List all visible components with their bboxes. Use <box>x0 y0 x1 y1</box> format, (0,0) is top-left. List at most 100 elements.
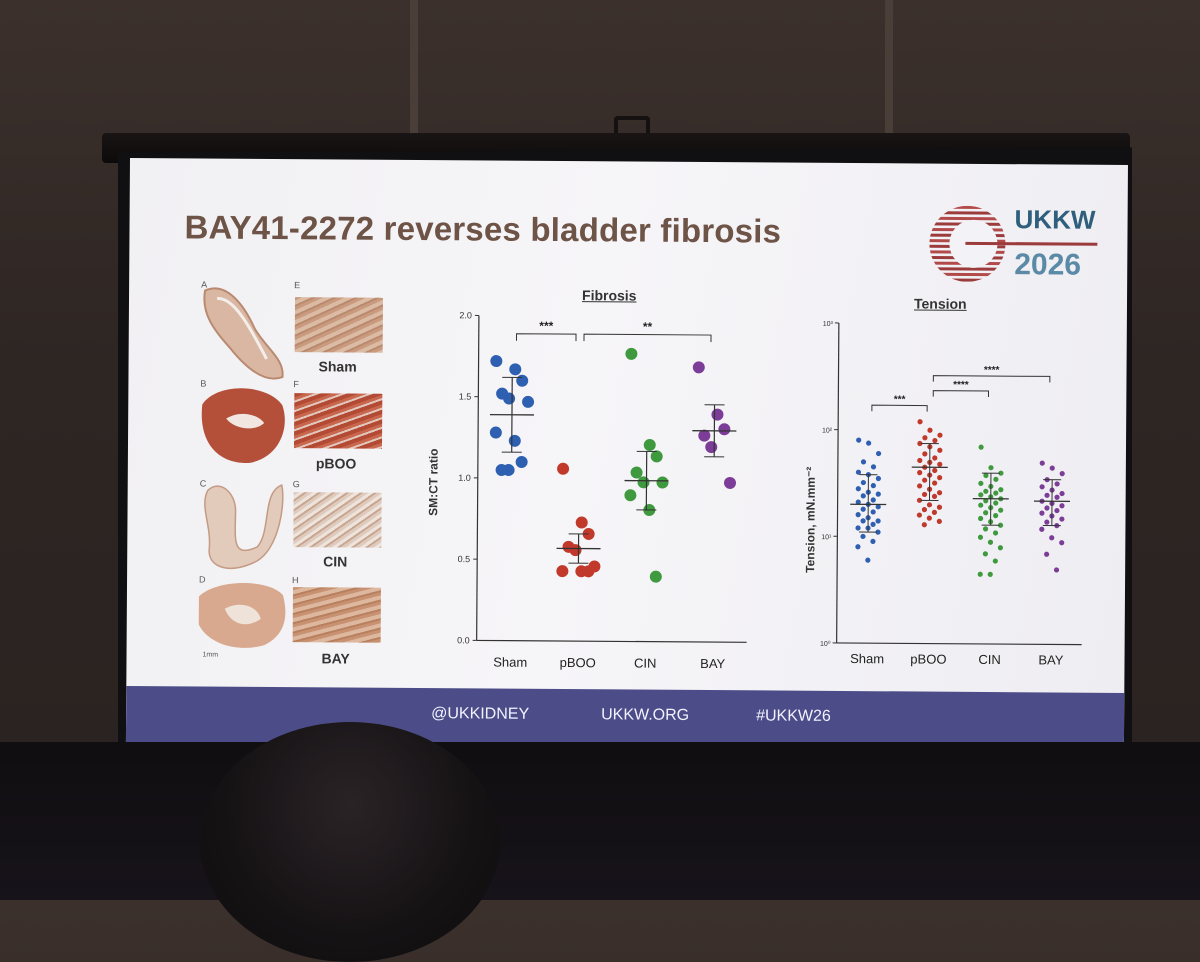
tension-data-point <box>856 512 861 517</box>
tension-data-point <box>1054 508 1059 513</box>
fibrosis-data-point <box>651 450 663 462</box>
tension-data-point <box>1055 481 1060 486</box>
tension-data-point <box>978 516 983 521</box>
tension-data-point <box>927 428 932 433</box>
histology-cross-sections: 1mm <box>195 278 298 659</box>
tension-data-point <box>871 464 876 469</box>
tension-data-point <box>1039 484 1044 489</box>
tension-y-tick-label: 10³ <box>823 321 834 328</box>
footer-handle: @UKKIDNEY <box>431 705 529 724</box>
logo-text-ukkw: UKKW <box>1014 204 1095 236</box>
tension-data-point <box>922 522 927 527</box>
fibrosis-data-point <box>624 489 636 501</box>
histology-zoom-cin <box>293 492 381 548</box>
logo-stripe <box>928 217 1018 221</box>
audience-head-silhouette <box>200 722 500 962</box>
tension-data-point <box>871 483 876 488</box>
tension-data-point <box>856 470 861 475</box>
tension-data-point <box>1060 471 1065 476</box>
tension-significance-label: *** <box>894 394 906 405</box>
tension-data-point <box>1039 511 1044 516</box>
fibrosis-data-point <box>705 441 717 453</box>
tension-data-point <box>978 535 983 540</box>
tension-data-point <box>927 502 932 507</box>
tension-data-point <box>861 480 866 485</box>
fibrosis-data-point <box>556 565 568 577</box>
fibrosis-y-tick-label: 0.5 <box>458 554 471 564</box>
tension-data-point <box>917 419 922 424</box>
fibrosis-significance-label: ** <box>643 320 653 334</box>
fibrosis-data-point <box>490 355 502 367</box>
tension-data-point <box>993 558 998 563</box>
tension-data-point <box>865 558 870 563</box>
fibrosis-data-point <box>569 544 581 556</box>
tension-data-point <box>1050 465 1055 470</box>
histology-sham-section <box>204 288 283 378</box>
fibrosis-data-point <box>724 477 736 489</box>
fibrosis-data-point <box>631 467 643 479</box>
slide-title: BAY41-2272 reverses bladder fibrosis <box>184 208 781 250</box>
tension-data-point <box>937 433 942 438</box>
tension-data-point <box>927 516 932 521</box>
tension-data-point <box>983 526 988 531</box>
tension-data-point <box>993 500 998 505</box>
tension-data-point <box>1059 516 1064 521</box>
fibrosis-data-point <box>656 476 668 488</box>
tension-data-point <box>922 478 927 483</box>
logo-stripe <box>928 206 1018 210</box>
label-cin: CIN <box>323 553 347 569</box>
histology-cin-section <box>204 485 283 569</box>
tension-data-point <box>871 497 876 502</box>
fibrosis-data-point <box>516 375 528 387</box>
fibrosis-data-point <box>490 427 502 439</box>
footer-hashtag: #UKKW26 <box>756 707 831 726</box>
tension-data-point <box>922 492 927 497</box>
tension-data-point <box>932 480 937 485</box>
label-pboo: pBOO <box>316 455 357 471</box>
tension-data-point <box>1039 527 1044 532</box>
tension-data-point <box>983 473 988 478</box>
fibrosis-x-tick-label: Sham <box>493 655 527 670</box>
tension-data-point <box>998 487 1003 492</box>
fibrosis-data-point <box>503 392 515 404</box>
tension-x-tick-label: BAY <box>1038 652 1063 667</box>
tension-data-point <box>978 492 983 497</box>
tension-data-point <box>870 522 875 527</box>
tension-data-point <box>993 513 998 518</box>
tension-data-point <box>937 519 942 524</box>
wall-seam-left <box>410 0 418 140</box>
tension-data-point <box>875 518 880 523</box>
tension-data-point <box>1044 520 1049 525</box>
tension-data-point <box>1044 493 1049 498</box>
tension-data-point <box>1059 540 1064 545</box>
fibrosis-y-tick-label: 1.0 <box>458 473 471 483</box>
tension-y-tick-label: 10⁰ <box>820 640 831 648</box>
logo-text-year: 2026 <box>1014 248 1081 282</box>
tension-data-point <box>1054 495 1059 500</box>
tension-data-point <box>979 445 984 450</box>
tension-data-point <box>1044 552 1049 557</box>
tension-data-point <box>937 475 942 480</box>
scale-bar-label: 1mm <box>203 652 219 659</box>
fibrosis-data-point <box>516 456 528 468</box>
tension-data-point <box>917 458 922 463</box>
fibrosis-y-tick-label: 1.5 <box>459 392 472 402</box>
fibrosis-data-point <box>637 476 649 488</box>
tension-data-point <box>993 530 998 535</box>
tension-y-axis <box>837 323 839 643</box>
fibrosis-error-bar <box>512 377 513 452</box>
tension-data-point <box>978 572 983 577</box>
fibrosis-data-point <box>576 516 588 528</box>
fibrosis-data-point <box>711 409 723 421</box>
logo-stripe <box>927 278 1017 282</box>
tension-significance-bracket <box>872 405 927 411</box>
fibrosis-x-tick-label: BAY <box>700 656 725 671</box>
tension-data-point <box>860 534 865 539</box>
tension-data-point <box>856 486 861 491</box>
tension-significance-label: **** <box>953 380 969 391</box>
fibrosis-x-tick-label: CIN <box>634 656 656 671</box>
tension-significance-bracket <box>933 391 988 397</box>
histology-zoom-bay <box>293 587 381 643</box>
